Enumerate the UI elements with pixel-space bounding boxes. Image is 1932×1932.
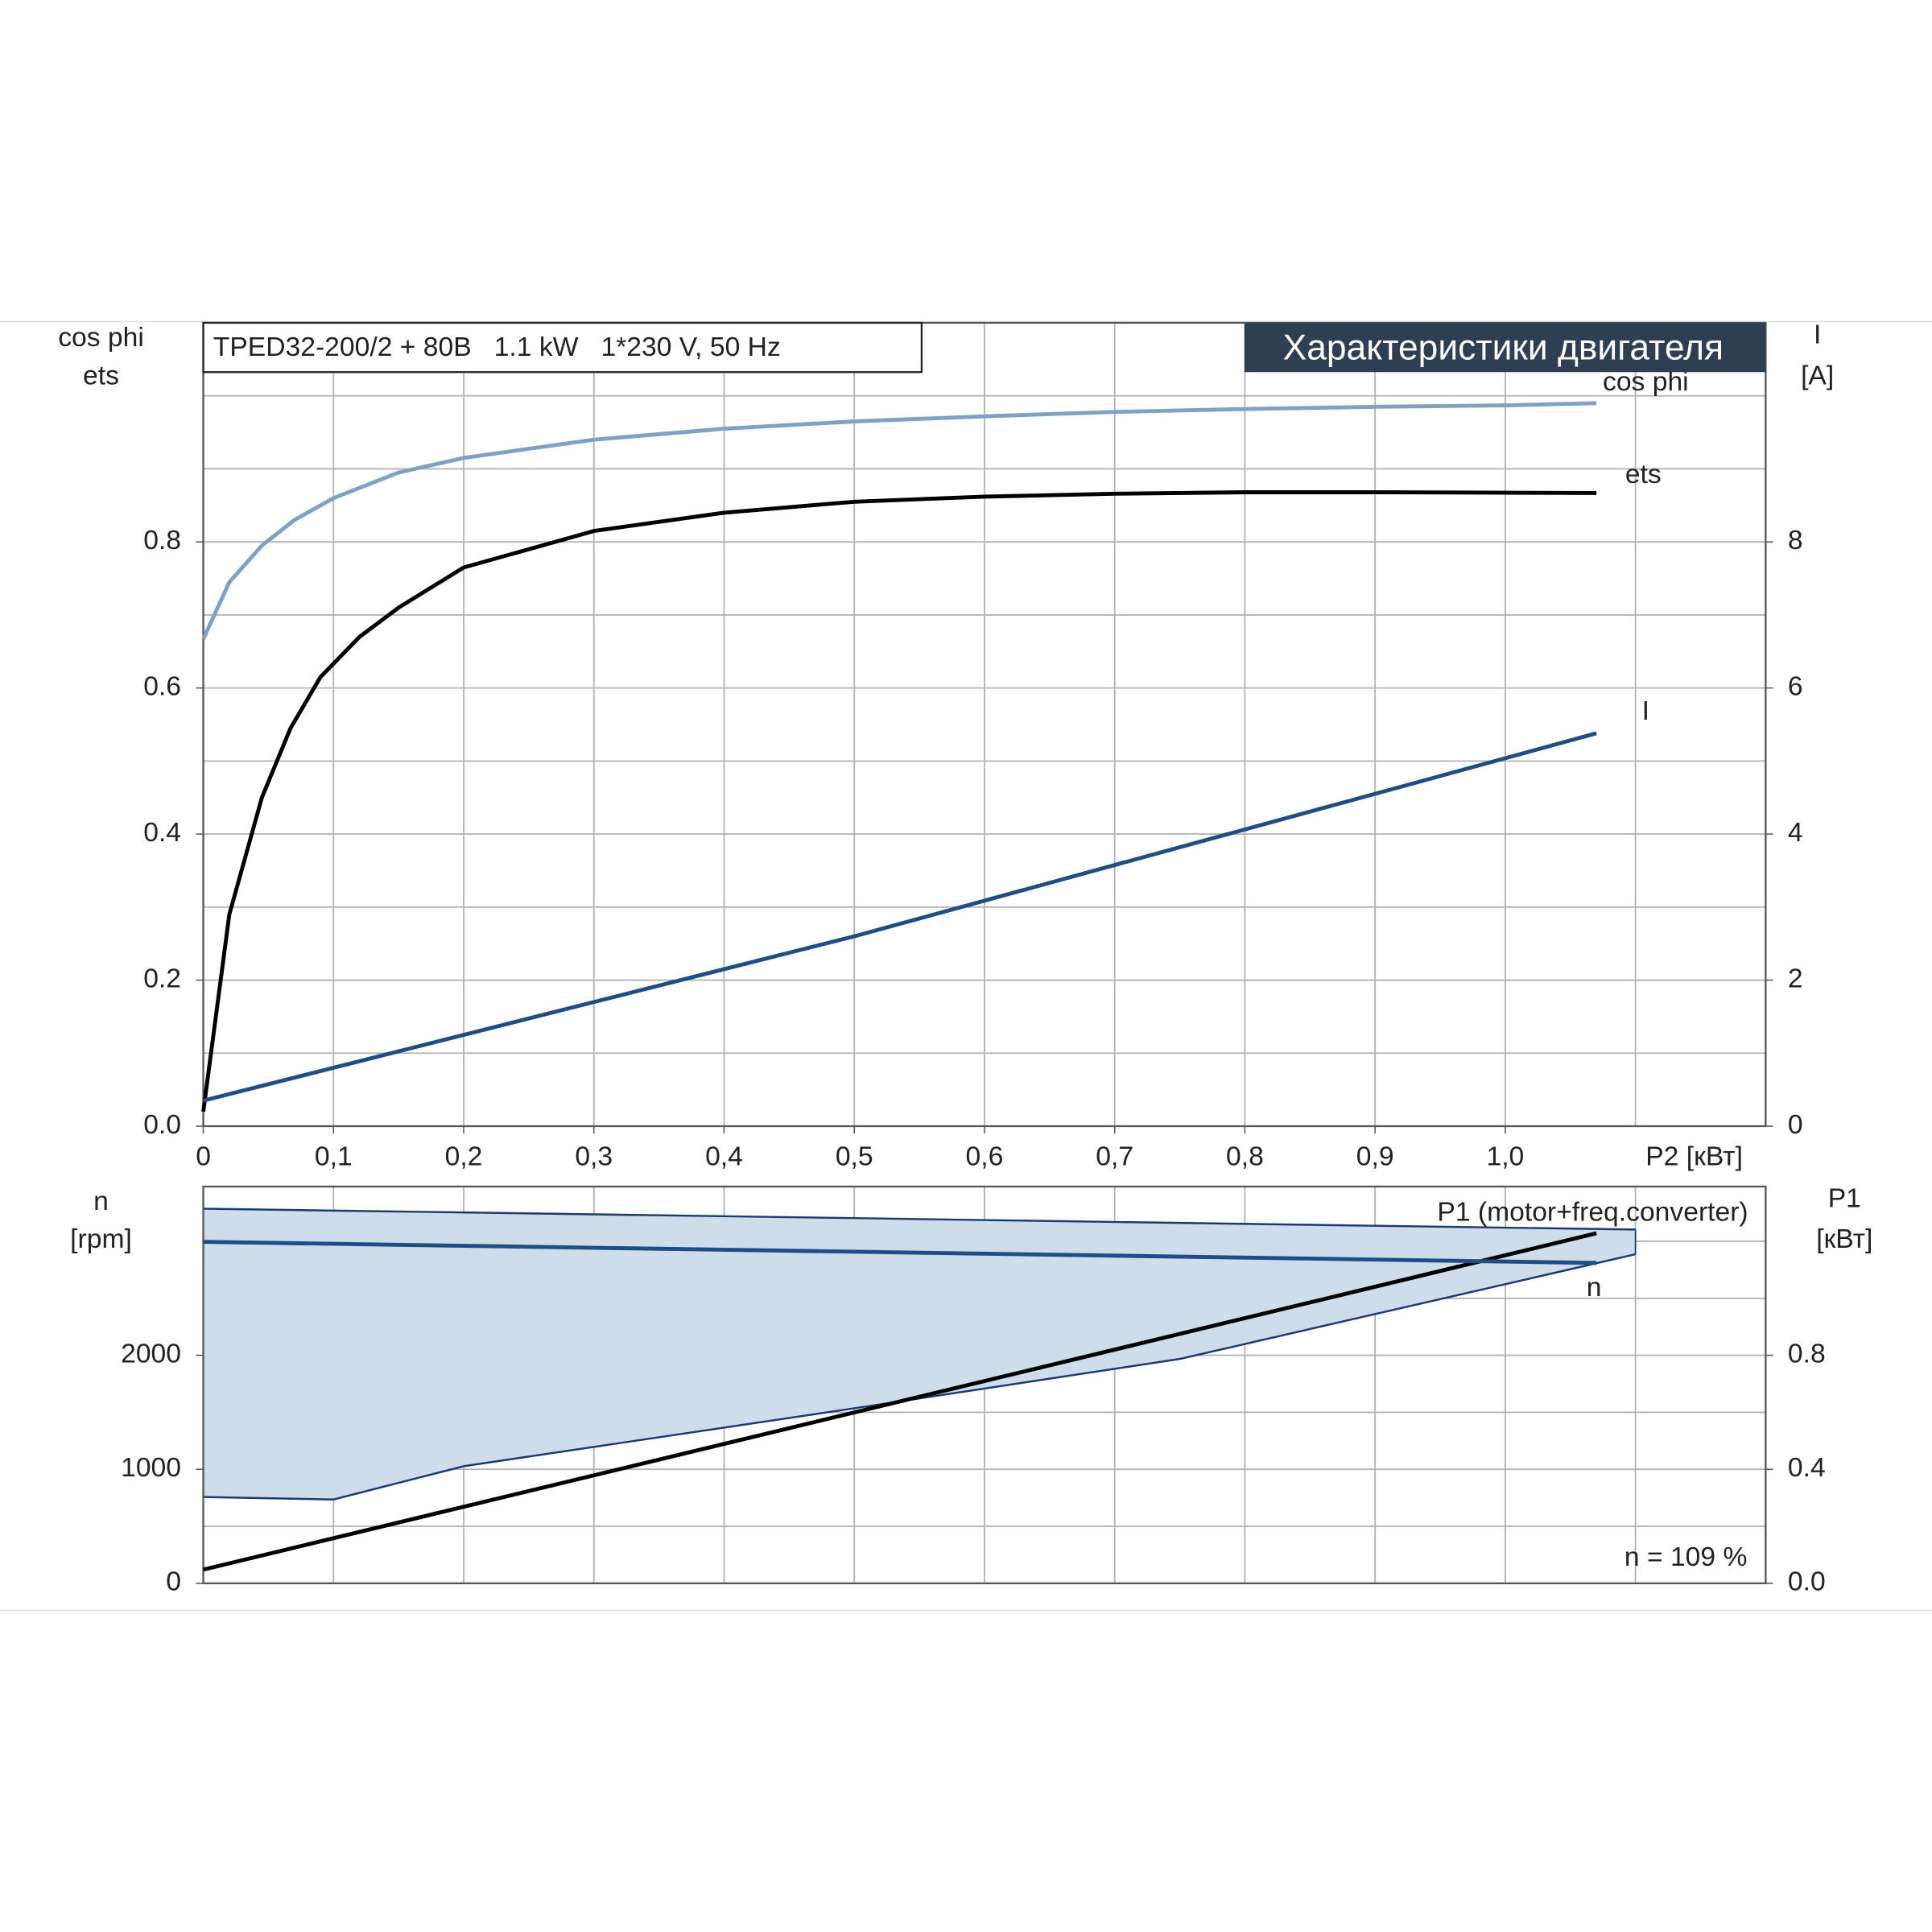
y-tick-label: 2000 xyxy=(121,1339,181,1368)
y-axis-label: [rpm] xyxy=(70,1224,132,1254)
x-tick-label: 0,3 xyxy=(575,1142,613,1172)
y-tick-label: 0 xyxy=(166,1567,181,1597)
x-tick-label: 0,9 xyxy=(1356,1142,1394,1172)
range-edge xyxy=(203,1253,1636,1501)
y2-axis-label: [A] xyxy=(1801,361,1834,390)
model-box xyxy=(202,321,923,374)
operating-range xyxy=(203,1208,1636,1500)
x-tick-label: 0,5 xyxy=(836,1142,873,1172)
y2-tick-label: 0.4 xyxy=(1788,1453,1826,1483)
series-line xyxy=(201,490,1597,1113)
series-label: n xyxy=(1587,1273,1602,1302)
y-tick-label: 1000 xyxy=(121,1453,181,1483)
series-label: ets xyxy=(1625,460,1662,489)
y-axis-label: ets xyxy=(83,361,119,390)
y2-tick-label: 0 xyxy=(1788,1110,1803,1140)
y-tick-label: 0.2 xyxy=(143,964,181,993)
x-axis-label: P2 [кВт] xyxy=(1645,1142,1743,1172)
plot-frame xyxy=(202,1185,1767,1584)
x-tick-label: 0,6 xyxy=(966,1142,1004,1172)
y2-tick-label: 0.0 xyxy=(1788,1567,1826,1597)
series-label: cos phi xyxy=(1603,367,1689,397)
y2-axis-label: [кВт] xyxy=(1816,1224,1872,1254)
y2-tick-label: 8 xyxy=(1788,526,1803,555)
model-label: TPED32-200/2 + 80B 1.1 kW 1*230 V, 50 Hz xyxy=(213,332,781,362)
series-line xyxy=(203,1240,1597,1265)
y-tick-label: 0.6 xyxy=(143,672,181,702)
y2-tick-label: 0.8 xyxy=(1788,1339,1826,1368)
series-label: I xyxy=(1642,696,1649,726)
y2-tick-label: 4 xyxy=(1788,818,1803,848)
y2-axis-label: P1 xyxy=(1828,1184,1861,1214)
x-tick-label: 0 xyxy=(196,1142,211,1172)
x-tick-label: 0,2 xyxy=(445,1142,483,1172)
y-tick-label: 0.4 xyxy=(143,818,181,848)
series-line xyxy=(202,731,1597,1103)
x-tick-label: 0,8 xyxy=(1226,1142,1264,1172)
series-line xyxy=(202,1231,1597,1572)
x-tick-label: 0,7 xyxy=(1096,1142,1133,1172)
annotation: n = 109 % xyxy=(1624,1542,1748,1572)
series-line xyxy=(201,401,1597,640)
range-edge xyxy=(203,1208,1636,1231)
chart-title: Характеристики двигателя xyxy=(1283,328,1724,367)
x-tick-label: 0,1 xyxy=(315,1142,353,1172)
series-label: P1 (motor+freq.converter) xyxy=(1437,1197,1748,1227)
y-tick-label: 0.0 xyxy=(143,1110,181,1140)
y-tick-label: 0.8 xyxy=(143,526,181,555)
y-axis-label: n xyxy=(93,1187,109,1216)
y2-tick-label: 6 xyxy=(1788,672,1803,702)
y2-tick-label: 2 xyxy=(1788,964,1803,993)
x-tick-label: 1,0 xyxy=(1486,1142,1524,1172)
x-tick-label: 0,4 xyxy=(705,1142,743,1172)
y-axis-label: cos phi xyxy=(58,323,144,353)
y2-axis-label: I xyxy=(1814,320,1821,350)
title-box xyxy=(1244,323,1766,373)
